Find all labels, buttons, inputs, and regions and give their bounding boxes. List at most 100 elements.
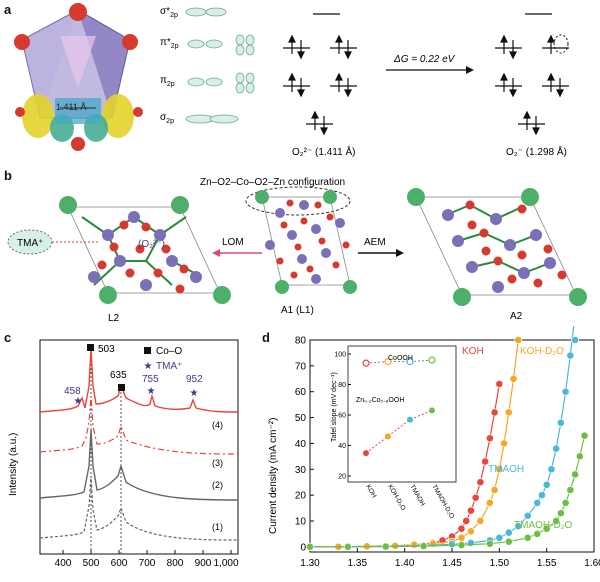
curve-label-2: (2) (212, 480, 223, 490)
orbital-labels: σ*2p π*2p π2p σ2p (160, 6, 179, 125)
panel-a-figure: 1.411 Å σ*2p π*2p π2p σ2p O₂²⁻ (1.41 (14, 3, 569, 158)
tafel-inset-series (362, 356, 436, 457)
data-point-tmaoh-d-o (485, 539, 494, 548)
series-label-koh-d2o: KOH-D₂O (520, 346, 564, 357)
polarization-series (306, 326, 589, 551)
orbital-label-sigma-star: σ* (160, 6, 170, 17)
legend-tma-star: ★ (144, 361, 153, 372)
raman-chart: Intensity (a.u.) 503 635 ★ 458 ★ 755 ★ 9… (8, 339, 239, 569)
tma-star-458: ★ (74, 396, 83, 407)
data-point-tmaoh (514, 522, 523, 531)
inset-x-label-koh: KOH (364, 484, 377, 500)
inset-line-coooh (365, 359, 433, 364)
data-point-koh (462, 517, 471, 525)
data-point-tmaoh-d-o (457, 541, 466, 549)
inset-point-zn-co-ooh (407, 416, 413, 423)
data-point-tmaoh-d-o (571, 470, 579, 479)
data-point-tmaoh-d-o (504, 537, 513, 546)
data-point-tmaoh-d-o (343, 542, 352, 551)
data-point-tmaoh-d-o (580, 431, 589, 440)
x-tick-label-1.35: 1.35 (348, 558, 368, 569)
data-point-tmaoh (467, 539, 475, 547)
data-point-koh (457, 524, 466, 533)
data-point-tmaoh-d-o (566, 486, 575, 494)
peak-label-635: 635 (110, 370, 127, 381)
data-point-koh-d-o (509, 374, 518, 383)
reaction-arrowhead (466, 66, 474, 74)
aem-arrowhead (396, 249, 404, 257)
tafel-inset-y-label: Tafel slope (mV dec⁻¹) (331, 372, 338, 442)
orbital-shape-icons (185, 7, 255, 124)
raman-curve-1 (39, 475, 239, 541)
inset-y-tick-label-80: 80 (338, 382, 346, 389)
polarization-chart: Current density (mA cm⁻²) 0 10 20 30 40 50 60 7… (268, 326, 600, 569)
inset-y-tick-label-20: 20 (338, 474, 346, 481)
data-point-tmaoh-d-o (523, 533, 532, 542)
o-atom (133, 107, 143, 117)
left-species-label: O₂²⁻ (1.411 Å) (292, 145, 355, 158)
inset-y-tick-label-60: 60 (338, 413, 346, 420)
raman-x-tick-800: 800 (167, 558, 184, 569)
data-point-tmaoh (566, 351, 575, 360)
curve-label-3: (3) (212, 458, 223, 468)
data-point-koh-d-o (457, 533, 466, 542)
data-point-tmaoh (504, 528, 513, 537)
data-point-tmaoh (533, 498, 542, 507)
orbital-label-pi-star: π* (160, 37, 171, 48)
legend-tma-label: TMA⁺ (156, 361, 182, 372)
tafel-inset-x-labels: KOH KOH-D₂O TMAOH TMAOH-D₂O (364, 484, 455, 520)
structure-a2-label: A2 (510, 311, 523, 322)
panel-a-letter: a (4, 2, 12, 17)
raman-x-ticks: 400 500 600 700 800 900 1,000 (55, 550, 239, 569)
data-point-koh (467, 506, 475, 515)
legend-co-o-label: Co–O (156, 346, 182, 357)
electron-arrows-left (288, 34, 352, 136)
panel-d-letter: d (262, 330, 270, 345)
x-tick-label-1.50: 1.50 (490, 558, 510, 569)
y-tick-label-10: 10 (295, 516, 307, 527)
data-point-koh (495, 380, 504, 388)
data-point-koh (485, 434, 494, 443)
data-point-tmaoh (495, 533, 504, 542)
series-label-tmaoh-d2o: TMAOH-D₂O (514, 520, 573, 531)
peak-label-458: 458 (64, 386, 81, 397)
series-line-tmaoh (310, 326, 575, 548)
inset-point-zn-co-ooh (429, 407, 435, 414)
y-tick-label-0: 0 (300, 542, 306, 553)
curve-label-4: (4) (212, 420, 223, 430)
data-point-tmaoh (561, 387, 570, 396)
aem-label: AEM (364, 237, 386, 248)
raman-plot-frame (39, 339, 239, 555)
raman-x-tick-400: 400 (55, 558, 72, 569)
hole-marker (553, 34, 569, 54)
inset-point-coooh (362, 359, 370, 367)
data-point-koh (481, 457, 490, 466)
y-tick-label-30: 30 (295, 465, 307, 476)
x-tick-label-1.45: 1.45 (442, 558, 462, 569)
o-atom (14, 34, 30, 50)
data-point-koh-d-o (410, 540, 419, 549)
o-atom (15, 107, 25, 117)
data-point-tmaoh-d-o (552, 517, 561, 525)
electron-arrows-right (500, 34, 564, 136)
lom-label: LOM (222, 237, 244, 248)
y-tick-label-20: 20 (295, 491, 307, 502)
data-point-tmaoh (571, 336, 579, 344)
inset-point-zn-co-ooh (385, 433, 391, 440)
lom-arrowhead (212, 249, 220, 257)
tafel-inset-y-ticks: 20 40 60 80 100 (334, 352, 351, 481)
data-point-tmaoh (448, 540, 456, 549)
data-point-tmaoh (547, 465, 556, 474)
right-species-label: O₂⁻ (1.298 Å) (506, 145, 567, 158)
o-atom (71, 137, 85, 151)
structure-a1-label: A1 (L1) (281, 305, 314, 316)
tafel-inset-label-znco: Zn₀.₂Co₀.₈OOH (356, 397, 404, 404)
data-point-koh-d-o (504, 408, 513, 417)
data-point-tmaoh-d-o (556, 509, 565, 518)
inset-y-tick-label-100: 100 (334, 352, 346, 359)
peroxide-label: (O₂²⁻) (138, 239, 165, 250)
panel-b-letter: b (4, 168, 12, 183)
svg-text:π*2p: π*2p (160, 37, 179, 50)
data-point-tmaoh-d-o (542, 524, 551, 533)
orbital-subscript: 2p (170, 12, 178, 19)
